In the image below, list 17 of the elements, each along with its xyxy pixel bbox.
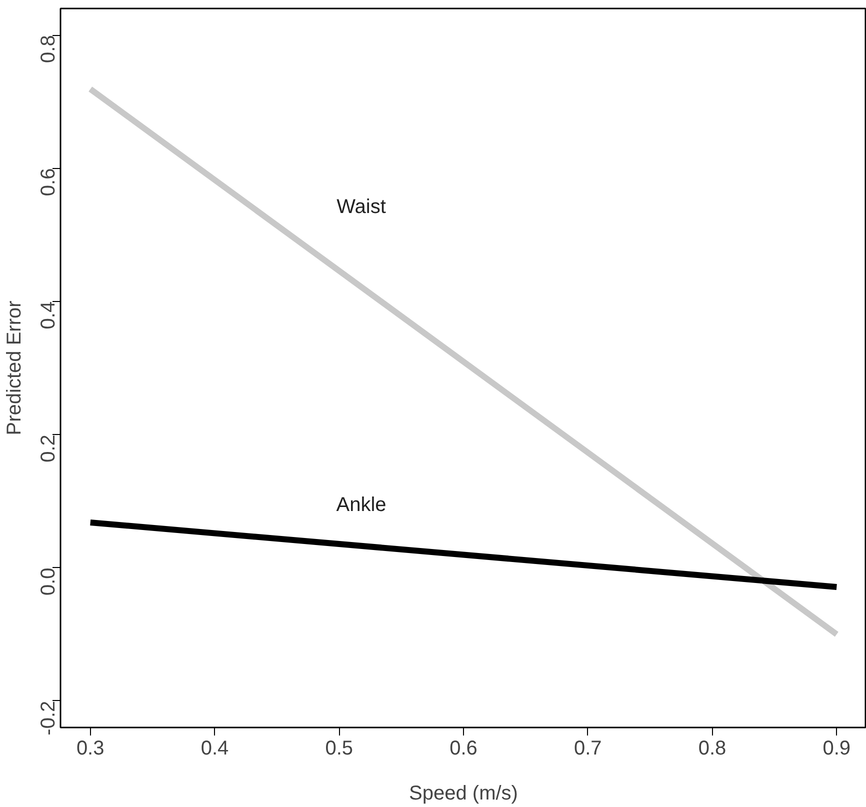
y-tick-label: 0.0	[38, 568, 60, 596]
x-tick-label: 0.7	[574, 738, 602, 760]
x-tick-label: 0.3	[76, 738, 104, 760]
series-label: Ankle	[336, 494, 386, 516]
x-tick-label: 0.8	[698, 738, 726, 760]
x-tick-label: 0.4	[200, 738, 229, 760]
y-tick-label: -0.2	[38, 700, 60, 736]
x-tick-label: 0.5	[325, 738, 354, 760]
y-tick-label: 0.8	[38, 35, 60, 63]
y-tick-label: 0.2	[38, 434, 60, 462]
x-axis-title: Speed (m/s)	[409, 782, 518, 804]
y-axis-title: Predicted Error	[4, 300, 26, 436]
text: Waist	[336, 196, 386, 218]
y-tick-label: 0.6	[38, 168, 60, 196]
x-tick-label: 0.9	[822, 738, 851, 760]
x-tick-label: 0.6	[450, 738, 478, 760]
y-tick-label: 0.4	[38, 301, 60, 330]
